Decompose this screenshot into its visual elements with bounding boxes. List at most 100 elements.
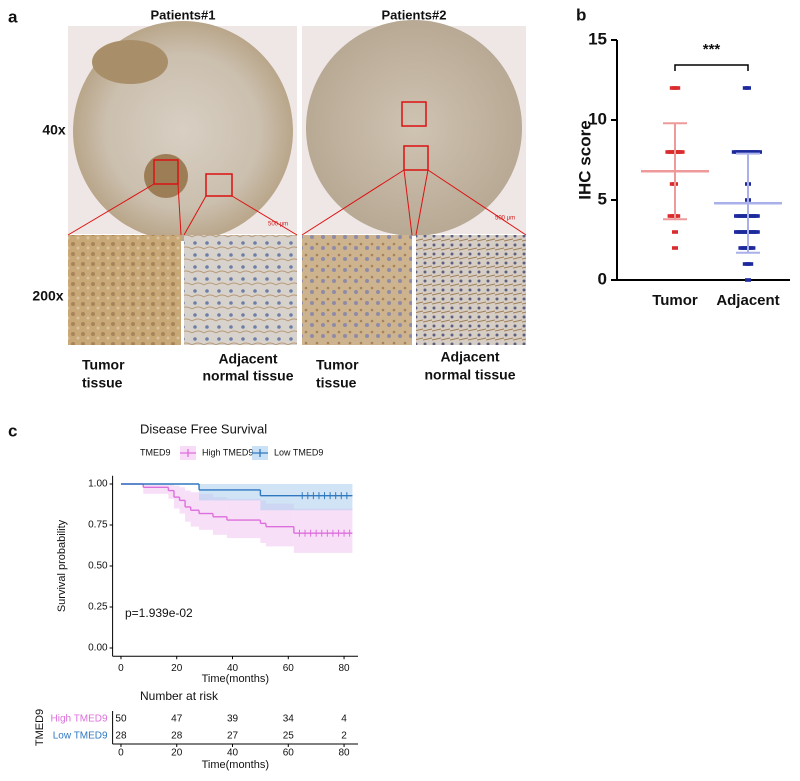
x-tick-label: 0 (118, 748, 124, 759)
data-point (738, 246, 745, 250)
data-point (734, 230, 740, 234)
data-point (669, 182, 676, 186)
tissue-image (184, 235, 297, 345)
data-point (674, 214, 681, 218)
confidence-band (168, 484, 174, 499)
data-point (745, 278, 751, 282)
x-axis-label: Time(months) (202, 759, 269, 771)
tissue-image (68, 235, 181, 345)
column-title: Patients#2 (381, 7, 446, 22)
caption: tissue (316, 375, 357, 391)
zoom-box (403, 145, 429, 171)
risk-count: 27 (227, 731, 239, 742)
zoom-box (153, 159, 179, 185)
risk-count: 28 (115, 731, 127, 742)
column-title: Patients#1 (150, 7, 215, 22)
data-point (678, 150, 685, 154)
confidence-band (185, 490, 191, 522)
zoom-line (67, 183, 155, 236)
confidence-band (190, 492, 200, 527)
zoom-box (401, 101, 427, 127)
y-tick-label: 1.00 (88, 479, 108, 490)
confidence-band (293, 508, 353, 553)
confidence-band (199, 484, 261, 501)
caption: Adjacent (218, 351, 277, 367)
confidence-band (143, 484, 169, 494)
panel-label: b (576, 5, 586, 24)
legend-title: TMED9 (140, 447, 171, 457)
confidence-band (260, 484, 353, 511)
tissue-image (416, 235, 526, 345)
x-tick-label: 80 (338, 748, 350, 759)
captions: Tumor tissue Adjacent normal tissue Tumo… (82, 349, 516, 391)
caption: Adjacent (440, 349, 499, 365)
data-point (742, 262, 749, 266)
significance: *** (703, 41, 721, 58)
x-tick-label: 40 (227, 748, 239, 759)
data-point (747, 262, 754, 266)
risk-count: 28 (171, 731, 183, 742)
data-point (753, 214, 760, 218)
zoom-line (183, 195, 207, 236)
data-point (672, 246, 678, 250)
panel-a: a Patients#1 Patients#2 40x 200x 500 μm … (8, 7, 527, 391)
risk-count: 25 (283, 731, 295, 742)
legend-symbol (252, 449, 268, 457)
data-point (742, 86, 749, 90)
risk-count: 47 (171, 714, 183, 725)
legend-label: High TMED9 (202, 447, 253, 457)
sd-whisker (663, 122, 687, 221)
y-tick-label: 15 (588, 29, 607, 48)
data-point (731, 150, 738, 154)
zoom-line (301, 169, 405, 236)
zoom-line (231, 195, 298, 236)
x-tick-label: 20 (171, 663, 183, 674)
y-axis-label: Survival probability (56, 519, 68, 612)
panel-label: a (8, 7, 18, 26)
y-axis-label: IHC score (575, 120, 594, 199)
y-tick-label: 10 (588, 109, 607, 128)
y-tick-label: 5 (598, 189, 607, 208)
data-point (734, 214, 740, 218)
y-tick-label: 0.75 (88, 520, 108, 531)
tissue-region (144, 154, 188, 198)
y-tick-label: 0.00 (88, 643, 108, 654)
risk-row-label: Low TMED9 (53, 731, 108, 742)
risk-count: 34 (283, 714, 295, 725)
legend-symbol (180, 449, 196, 457)
x-tick-label: Adjacent (716, 292, 779, 309)
zoom-line (427, 169, 527, 236)
risk-count: 50 (115, 714, 127, 725)
y-tick-label: 0 (598, 269, 607, 288)
x-axis-label: Time(months) (202, 673, 269, 685)
significance-bracket (674, 64, 749, 71)
data-point (672, 230, 678, 234)
zoom-line (403, 169, 413, 236)
confidence-band (260, 500, 266, 544)
caption: Tumor (82, 357, 125, 373)
x-tick-label: 20 (171, 748, 183, 759)
panel-label: c (8, 421, 17, 440)
caption: normal tissue (424, 367, 515, 383)
risk-row-label: High TMED9 (51, 714, 108, 725)
data-point (667, 214, 674, 218)
caption: tissue (82, 375, 123, 391)
scale-bar: 500 μm (268, 222, 288, 228)
zoom-line (177, 183, 182, 236)
sd-whisker (736, 152, 760, 254)
x-tick-label: Tumor (652, 292, 698, 309)
tma-core (306, 20, 522, 236)
data-point (674, 86, 681, 90)
x-tick-label: 0 (118, 663, 124, 674)
y-tick-label: 0.25 (88, 602, 108, 613)
zoom-box (205, 173, 233, 197)
y-tick-label: 0.50 (88, 561, 108, 572)
row-label: 200x (32, 288, 63, 304)
data-point (749, 246, 756, 250)
x-tick-label: 80 (338, 663, 350, 674)
legend-label: Low TMED9 (274, 447, 323, 457)
confidence-band (265, 503, 294, 547)
x-tick-label: 40 (227, 663, 239, 674)
confidence-band (212, 497, 227, 535)
